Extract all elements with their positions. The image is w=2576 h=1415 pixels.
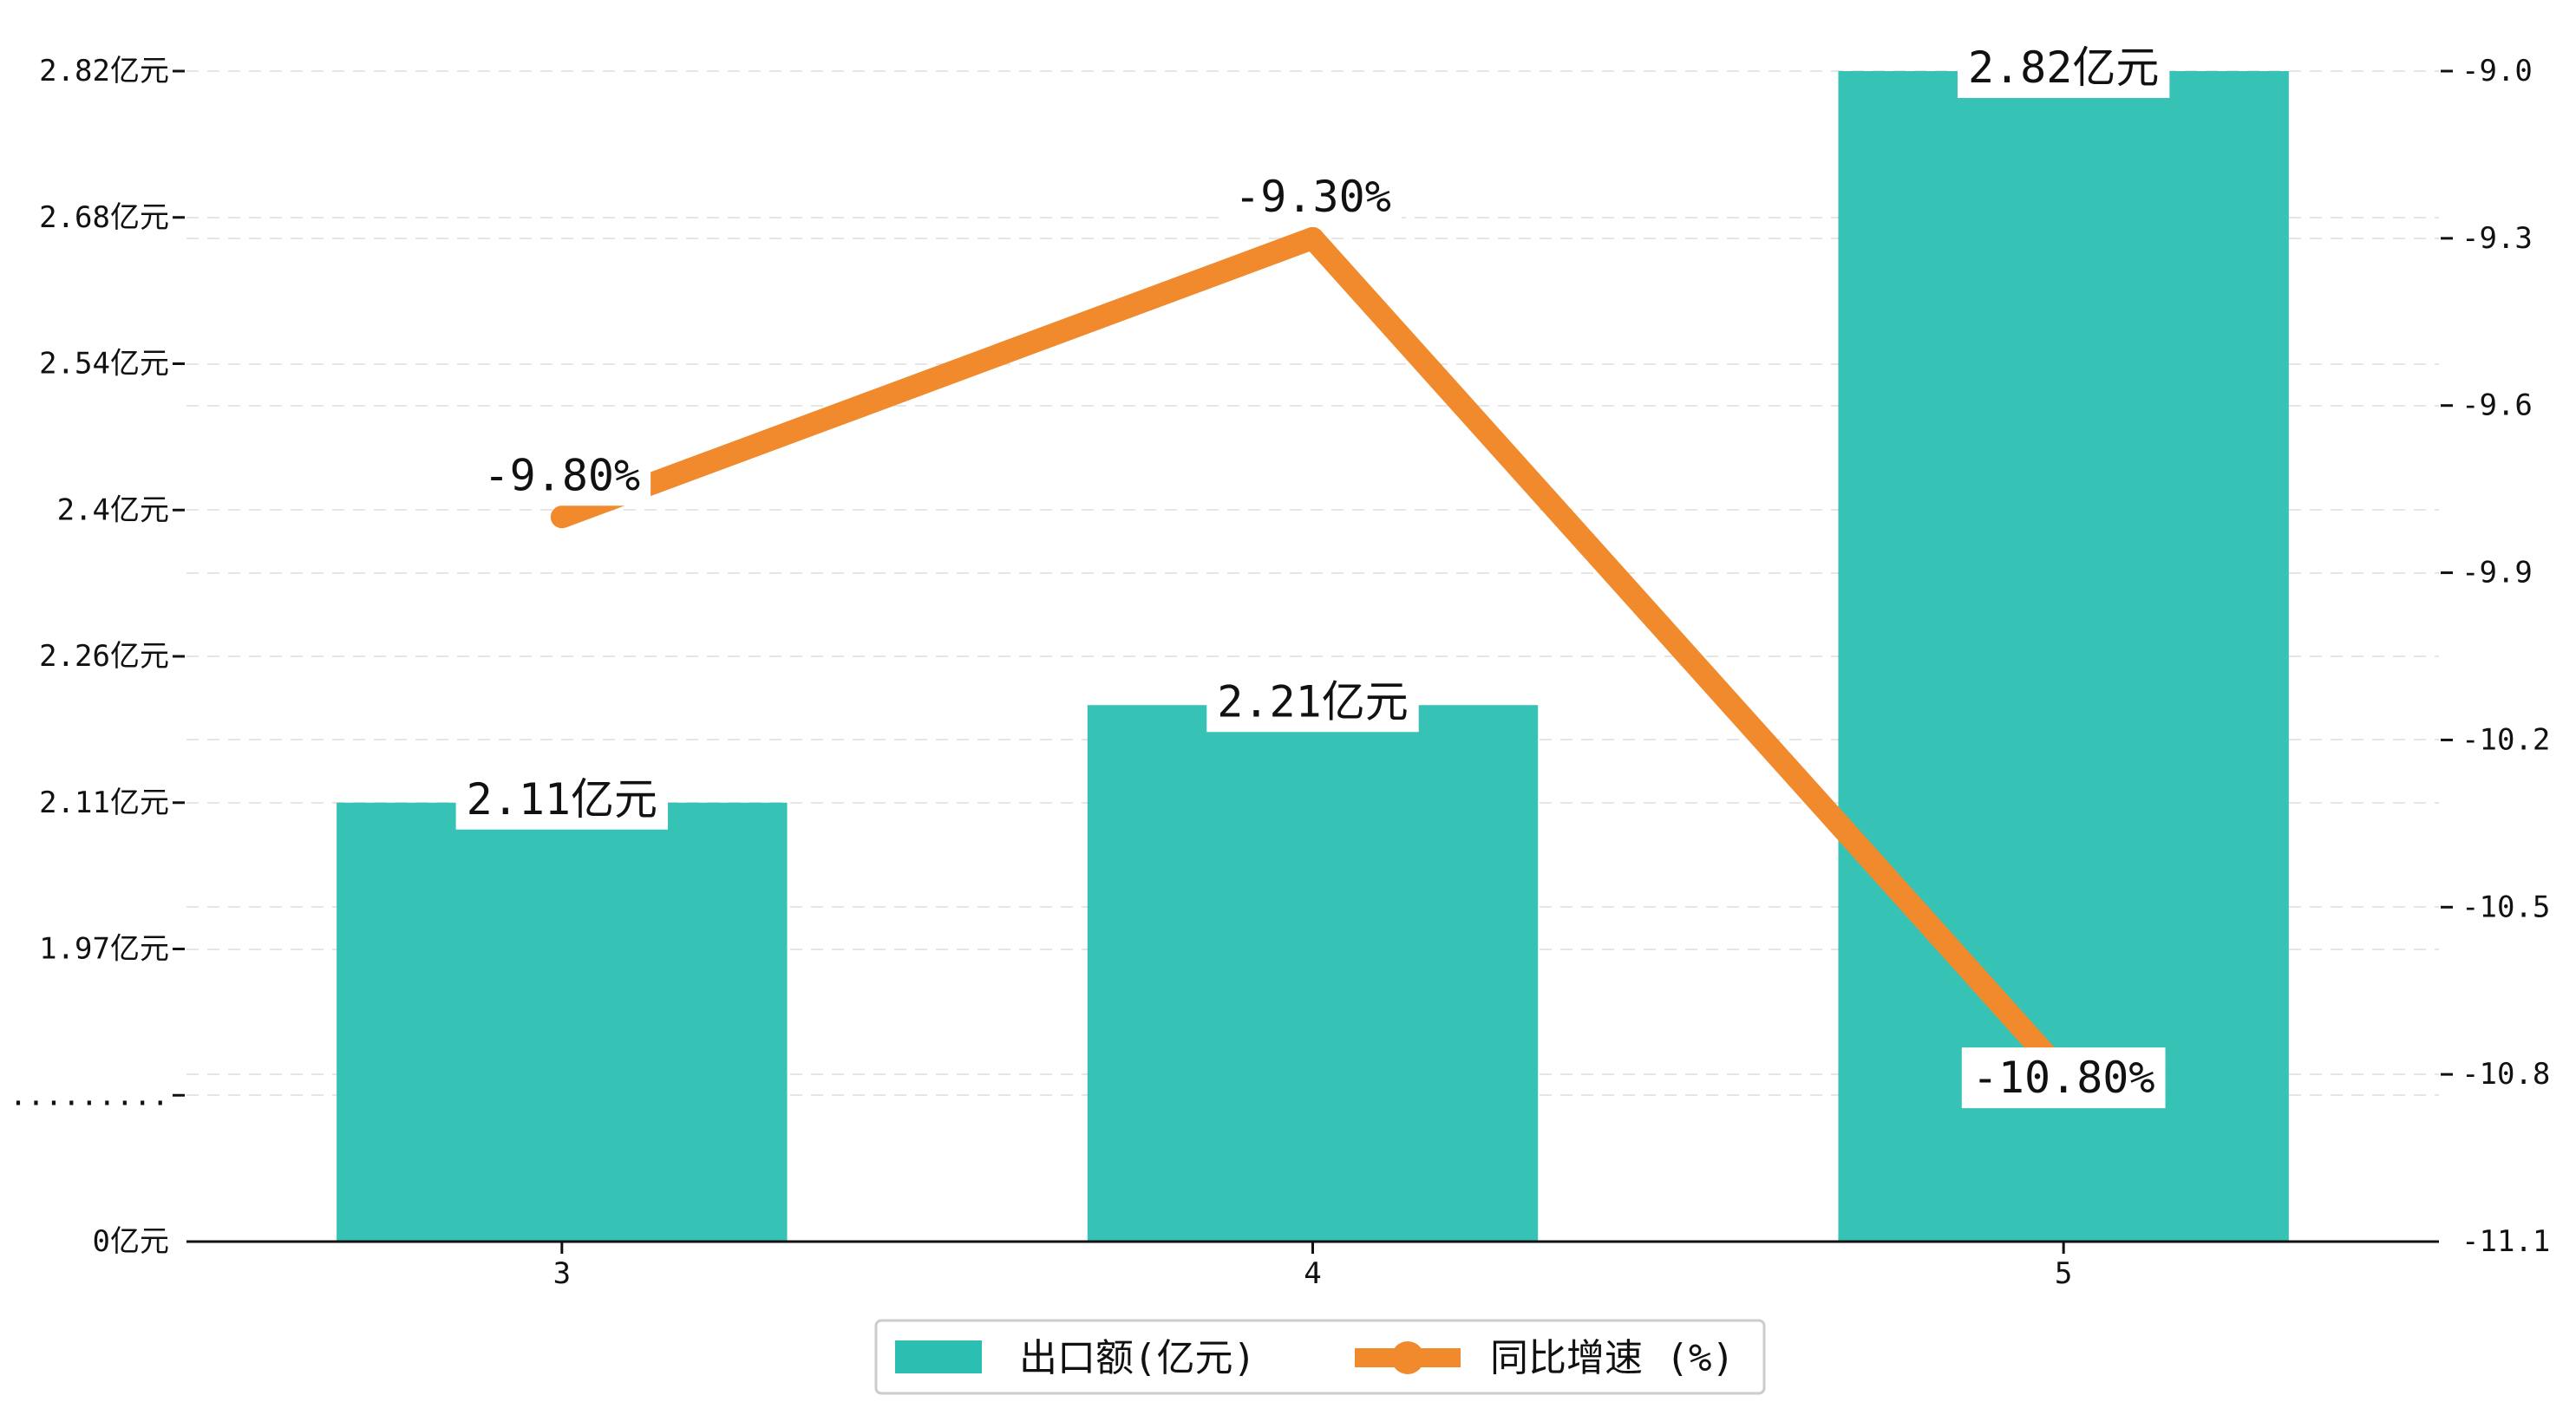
line-value-label-bg (473, 445, 651, 506)
line-value-label-group: -9.80% (473, 445, 651, 506)
x-tick-label: 3 (553, 1256, 571, 1291)
bar (1838, 71, 2289, 1242)
x-tick-label: 5 (2055, 1256, 2072, 1291)
line-point (550, 505, 573, 529)
y-left-tick-label: 2.11亿元 (39, 786, 169, 820)
bar-value-label: 2.82亿元 (1968, 42, 2159, 93)
bar-value-label-group: 2.11亿元 (455, 768, 669, 830)
line-value-label-group: -10.80% (1961, 1047, 2166, 1109)
bar-value-label-bg (455, 768, 669, 830)
y-right-tick-label: -9.3 (2462, 221, 2533, 256)
y-right-tick-label: -11.1 (2462, 1224, 2550, 1259)
legend: 出口额(亿元) 同比增速 (%) (874, 1319, 1766, 1395)
bar-series (337, 71, 2289, 1242)
line-value-label: -10.80% (1972, 1053, 2155, 1103)
legend-bar-label: 出口额(亿元) (1019, 1336, 1256, 1380)
bar-value-label-bg (1206, 671, 1419, 733)
data-labels: 2.11亿元 2.21亿元 2.82亿元 -9.80% -9.30% -10.80% (455, 37, 2170, 1109)
line-value-label-bg (1224, 166, 1402, 227)
line-value-label-bg (1961, 1047, 2166, 1109)
line-point (1301, 226, 1324, 250)
y-right-tick-label: -10.5 (2462, 890, 2550, 924)
bar-value-label-bg (1957, 37, 2170, 98)
y-left-tick-label: 2.4亿元 (57, 492, 169, 527)
y-right-tick-label: -10.8 (2462, 1057, 2550, 1092)
line-value-label: -9.30% (1234, 172, 1391, 222)
bar (1087, 705, 1539, 1242)
y-right-tick-label: -9.9 (2462, 556, 2533, 590)
legend-bar-swatch (895, 1340, 982, 1373)
line-value-label: -9.80% (484, 450, 641, 500)
y-right-tick-label: -9.6 (2462, 388, 2533, 423)
legend-line-label: 同比增速 (%) (1490, 1336, 1735, 1380)
y-left-tick-label: 2.54亿元 (39, 347, 169, 381)
legend-line-marker (1391, 1341, 1424, 1374)
y-left-tick-label: 2.82亿元 (39, 54, 169, 88)
y-left-tick-label: 2.68亿元 (39, 200, 169, 235)
bar (337, 802, 788, 1242)
y-left-tick-label: 1.97亿元 (39, 932, 169, 967)
legend-box (874, 1319, 1766, 1395)
y-left-tick-label: 2.26亿元 (39, 639, 169, 674)
y-right-tick-label: -10.2 (2462, 722, 2550, 757)
bar-value-label-group: 2.82亿元 (1957, 37, 2170, 98)
bar-value-label-group: 2.21亿元 (1206, 671, 1419, 733)
bar-value-label: 2.11亿元 (467, 774, 657, 825)
x-tick-label: 4 (1304, 1256, 1321, 1291)
y-right-tick-label: -9.0 (2462, 54, 2533, 88)
line-value-label-group: -9.30% (1224, 166, 1402, 227)
y-left-tick-label: 0亿元 (93, 1224, 169, 1259)
y-left-tick-label: ......... (10, 1078, 169, 1112)
bar-value-label: 2.21亿元 (1217, 676, 1408, 727)
axes: 0亿元......... 1.97亿元 2.11亿元 2.26亿元 2.4亿元 2.54亿… (10, 54, 2551, 1291)
